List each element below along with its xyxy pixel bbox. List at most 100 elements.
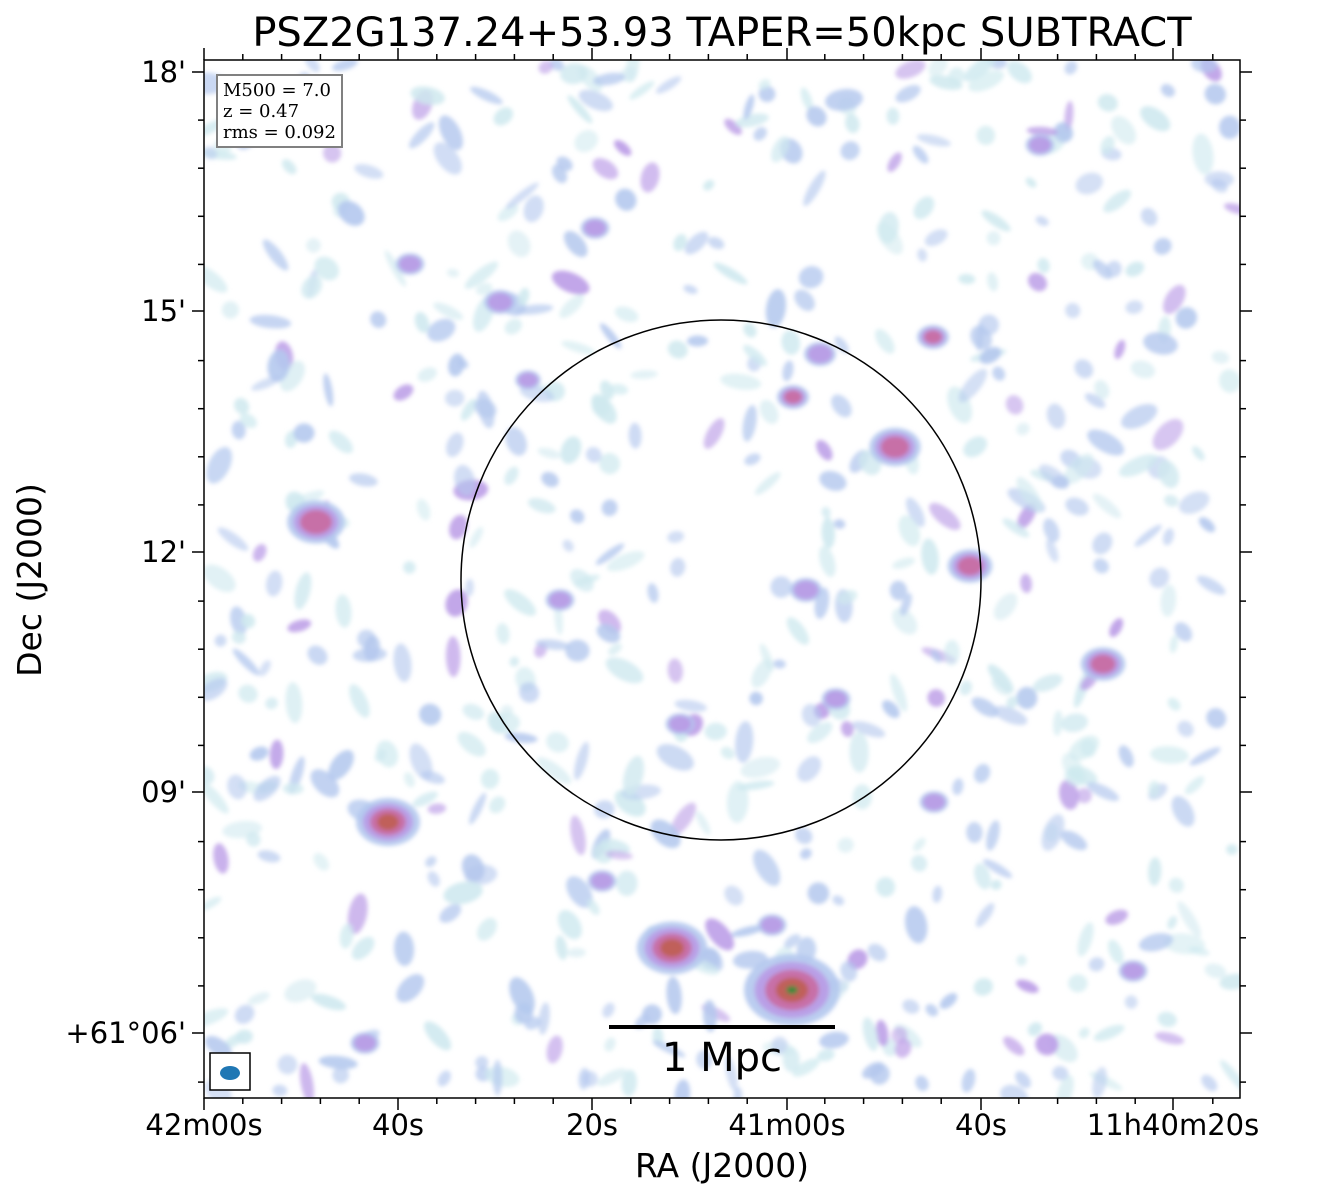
- noise-blob: [667, 658, 683, 683]
- noise-blob: [253, 775, 281, 802]
- noise-blob: [1046, 403, 1066, 429]
- noise-blob: [875, 1019, 889, 1047]
- noise-blob: [792, 1058, 820, 1077]
- noise-blob: [596, 624, 621, 643]
- noise-blob: [445, 389, 465, 407]
- noise-blob: [628, 422, 642, 449]
- noise-blob: [819, 470, 847, 491]
- x-tick-label: 11h40m20s: [1086, 1108, 1260, 1142]
- noise-blob: [322, 143, 342, 163]
- noise-blob: [882, 700, 900, 719]
- noise-blob: [328, 749, 354, 781]
- noise-blob: [376, 740, 399, 768]
- noise-blob: [282, 782, 304, 795]
- noise-blob: [740, 756, 780, 779]
- noise-blob: [992, 366, 1006, 381]
- noise-blob: [726, 780, 749, 823]
- noise-blob: [475, 282, 493, 296]
- noise-blob: [1196, 575, 1226, 595]
- noise-blob: [743, 344, 767, 367]
- noise-blob: [246, 831, 261, 847]
- noise-blob: [1015, 1071, 1031, 1089]
- noise-blob: [1125, 300, 1143, 314]
- noise-blob: [904, 906, 928, 944]
- noise-blob: [1087, 429, 1125, 456]
- noise-blob: [318, 1055, 358, 1070]
- noise-blob: [1149, 567, 1170, 589]
- noise-blob: [800, 87, 813, 111]
- noise-blob: [586, 899, 600, 916]
- noise-blob: [562, 539, 574, 552]
- noise-blob: [492, 1059, 503, 1096]
- noise-blob: [975, 323, 984, 352]
- noise-blob: [599, 453, 621, 475]
- noise-blob: [593, 842, 614, 864]
- noise-blob: [973, 763, 991, 783]
- y-tick-label: 18': [141, 55, 186, 89]
- noise-blob: [890, 673, 908, 712]
- noise-blob: [1162, 284, 1186, 315]
- noise-blob: [1035, 215, 1049, 227]
- noise-blob: [1109, 618, 1124, 638]
- noise-blob: [887, 152, 902, 173]
- y-tick-label: +61°06': [65, 1016, 186, 1050]
- noise-blob: [749, 691, 763, 706]
- noise-blob: [1138, 933, 1174, 952]
- noise-blob: [705, 918, 735, 951]
- noise-blob: [213, 843, 229, 874]
- y-tick-label: 09': [141, 775, 186, 809]
- noise-blob: [281, 159, 297, 175]
- noise-blob: [786, 617, 810, 645]
- noise-blob: [1065, 302, 1081, 319]
- noise-blob: [1192, 133, 1214, 175]
- noise-blob: [497, 204, 519, 222]
- noise-blob: [561, 340, 595, 355]
- noise-blob: [347, 893, 368, 935]
- noise-blob: [409, 122, 435, 149]
- noise-blob: [214, 634, 227, 647]
- noise-blob: [555, 935, 568, 960]
- noise-blob: [825, 88, 863, 111]
- noise-blob: [1218, 115, 1240, 140]
- noise-blob: [1080, 739, 1097, 758]
- radio-source: [924, 330, 942, 344]
- noise-blob: [1167, 697, 1181, 711]
- radio-source: [660, 939, 684, 957]
- noise-blob: [235, 1029, 253, 1044]
- noise-blob: [753, 127, 767, 141]
- noise-blob: [983, 859, 1013, 879]
- noise-blob: [323, 373, 334, 407]
- x-tick-label: 40s: [954, 1108, 1008, 1142]
- r500-circle: [460, 319, 982, 841]
- noise-blob: [469, 792, 487, 825]
- noise-blob: [563, 230, 588, 258]
- noise-blob: [257, 850, 281, 863]
- noise-blob: [684, 231, 709, 255]
- noise-blob: [1068, 974, 1088, 993]
- noise-blob: [537, 447, 561, 459]
- noise-blob: [1189, 747, 1221, 766]
- noise-blob: [570, 509, 585, 524]
- noise-blob: [952, 778, 964, 796]
- noise-blob: [566, 876, 593, 908]
- radio-source: [807, 344, 833, 364]
- noise-blob: [310, 769, 340, 798]
- noise-blob: [667, 530, 685, 543]
- noise-blob: [230, 606, 248, 636]
- noise-blob: [845, 113, 860, 134]
- noise-blob: [1162, 528, 1174, 546]
- x-tick-label: 40s: [371, 1108, 425, 1142]
- noise-blob: [541, 471, 559, 488]
- noise-blob: [795, 827, 813, 845]
- noise-blob: [656, 743, 694, 771]
- noise-blob: [1192, 446, 1205, 461]
- noise-blob: [686, 335, 709, 347]
- noise-blob: [1169, 635, 1178, 654]
- noise-blob: [667, 340, 688, 359]
- noise-blob: [1114, 339, 1126, 360]
- noise-blob: [1016, 954, 1027, 966]
- noise-blob: [227, 774, 247, 800]
- noise-blob: [770, 576, 792, 598]
- noise-blob: [1107, 939, 1124, 965]
